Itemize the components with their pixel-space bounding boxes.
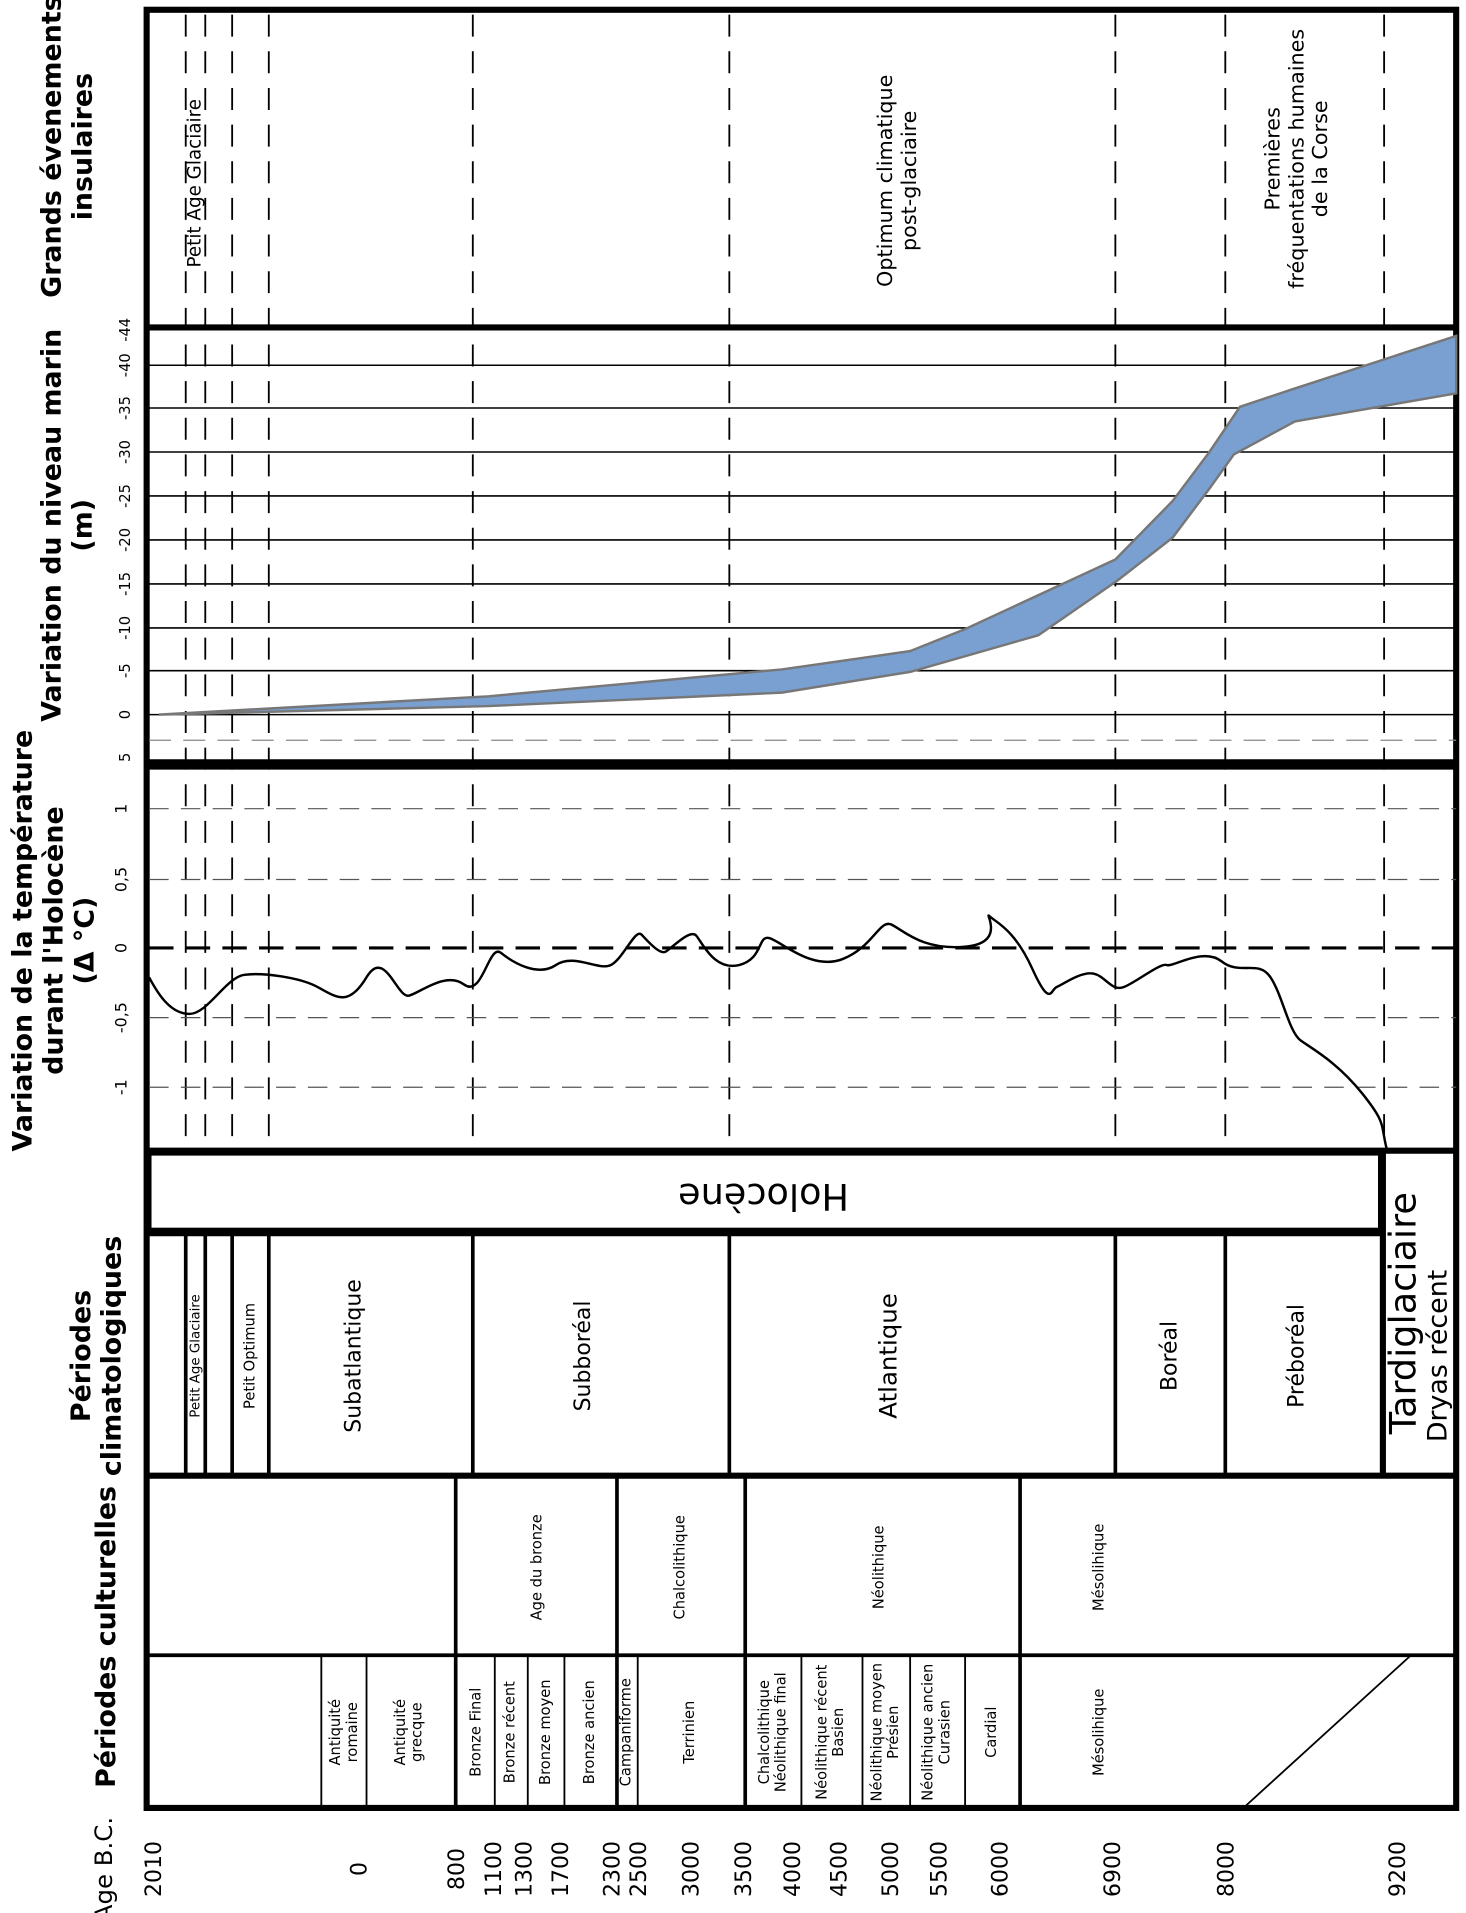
cultural-period: Néolithique récent — [813, 1664, 830, 1799]
event: Premières — [1260, 107, 1284, 210]
frames — [143, 6, 1460, 1811]
sea-level-tick: -20 — [117, 528, 134, 552]
age-label: 1700 — [549, 1841, 574, 1897]
cultural-period: Mésolihique — [1090, 1524, 1107, 1611]
cultural-period: Antiquité — [392, 1699, 409, 1765]
sea-level-tick: -44 — [117, 318, 134, 342]
cultural-period: Age du bronze — [529, 1514, 546, 1620]
temperature-tick: 0 — [112, 943, 131, 953]
temperature-curve — [148, 914, 1388, 1149]
age-axis-title: Age B.C. — [89, 1817, 118, 1913]
cultural-period: Bronze récent — [502, 1681, 519, 1783]
climatic-period: Subatlantique — [341, 1279, 366, 1432]
sea-level-tick: 5 — [117, 753, 134, 762]
cultural-period: Bronze Final — [467, 1688, 484, 1777]
age-label: 4500 — [827, 1841, 852, 1897]
climatic-period: Boréal — [1157, 1321, 1182, 1391]
age-label: 2500 — [627, 1841, 652, 1897]
climatic-period: Subboréal — [571, 1301, 596, 1412]
age-label: 1300 — [512, 1841, 537, 1897]
cultural-period: Néolithique ancien — [920, 1664, 937, 1801]
climatic-period: Petit Optimum — [241, 1303, 258, 1409]
age-label: 8000 — [1215, 1841, 1240, 1897]
cultural-period: Antiquité — [327, 1699, 344, 1765]
sea-level-tick: -15 — [117, 572, 134, 596]
sea-level-tick: -30 — [117, 440, 134, 464]
epoch: Tardiglaciaire — [1381, 1192, 1424, 1435]
row-title: durant l'Holocène — [39, 806, 70, 1075]
cultural-period: Campaniforme — [618, 1678, 635, 1786]
sea-level-tick: 0 — [117, 710, 134, 719]
temperature-tick: 0,5 — [112, 867, 131, 892]
age-label: 1100 — [482, 1841, 507, 1897]
age-label: 9200 — [1386, 1841, 1411, 1897]
event: de la Corse — [1308, 100, 1332, 217]
age-label: 5500 — [928, 1841, 953, 1897]
row-title: Périodes culturelles — [91, 1486, 122, 1788]
cultural-period: romaine — [344, 1702, 361, 1762]
sea-level-band — [158, 334, 1458, 716]
row-title: Grands évenements — [37, 0, 68, 298]
age-label: 6900 — [1101, 1841, 1126, 1897]
age-label: 2010 — [142, 1841, 167, 1897]
cultural-period: Présien — [885, 1706, 902, 1759]
sea-level-tick: -40 — [117, 353, 134, 377]
temperature-tick: 1 — [112, 804, 131, 814]
age-label: 5000 — [879, 1841, 904, 1897]
row-title: (m) — [67, 499, 98, 552]
cultural-period: Néolithique — [871, 1525, 888, 1609]
sea-level-tick: -5 — [117, 663, 134, 678]
cultural-period: Néolithique moyen — [868, 1663, 885, 1802]
age-label: 6000 — [989, 1841, 1014, 1897]
event: Petit Age Glaciaire — [185, 99, 206, 268]
climatic-period: Atlantique — [873, 1293, 902, 1418]
event: post-glaciaire — [897, 111, 921, 251]
row-title: Périodes — [66, 1290, 97, 1422]
age-label: 3500 — [732, 1841, 757, 1897]
cultural-period: Bronze ancien — [581, 1680, 598, 1784]
age-label: 0 — [347, 1862, 372, 1876]
cultural-period: Néolithique final — [773, 1672, 790, 1792]
row-title: climatologiques — [97, 1236, 128, 1476]
cultural-period: Bronze moyen — [537, 1679, 554, 1784]
climatic-period: Petit Age Glaciaire — [189, 1294, 204, 1418]
epoch: Dryas récent — [1423, 1270, 1454, 1442]
cultural-period: Mésolihique — [1090, 1689, 1107, 1776]
cultural-period: grecque — [409, 1702, 426, 1762]
age-label: 3000 — [680, 1841, 705, 1897]
row-title: (Δ °C) — [69, 897, 100, 985]
age-label: 2300 — [600, 1841, 625, 1897]
climatic-period: Préboréal — [1284, 1304, 1309, 1408]
row-title: Variation du niveau marin — [37, 329, 68, 722]
cultural-period: Terrinien — [681, 1701, 698, 1765]
sea-level-tick: -10 — [117, 616, 134, 640]
cultural-period: Cardial — [983, 1707, 1000, 1758]
row-title: Variation de la température — [8, 730, 39, 1152]
age-label: 4000 — [781, 1841, 806, 1897]
row-title: insulaires — [67, 73, 98, 220]
age-label: 800 — [445, 1848, 470, 1890]
event: fréquentations humaines — [1284, 29, 1308, 289]
sea-level-tick: -35 — [117, 396, 134, 420]
temperature-tick: -1 — [112, 1079, 131, 1095]
temperature-tick: -0,5 — [112, 1002, 131, 1033]
epoch: Holocène — [678, 1175, 849, 1218]
cultural-period: Chalcolithique — [671, 1515, 688, 1619]
cultural-period: Curasien — [936, 1700, 953, 1764]
event: Optimum climatique — [873, 75, 897, 287]
cultural-period: Basien — [830, 1708, 847, 1757]
cultural-period: Chalcolithique — [756, 1680, 773, 1784]
sea-level-tick: -25 — [117, 484, 134, 508]
